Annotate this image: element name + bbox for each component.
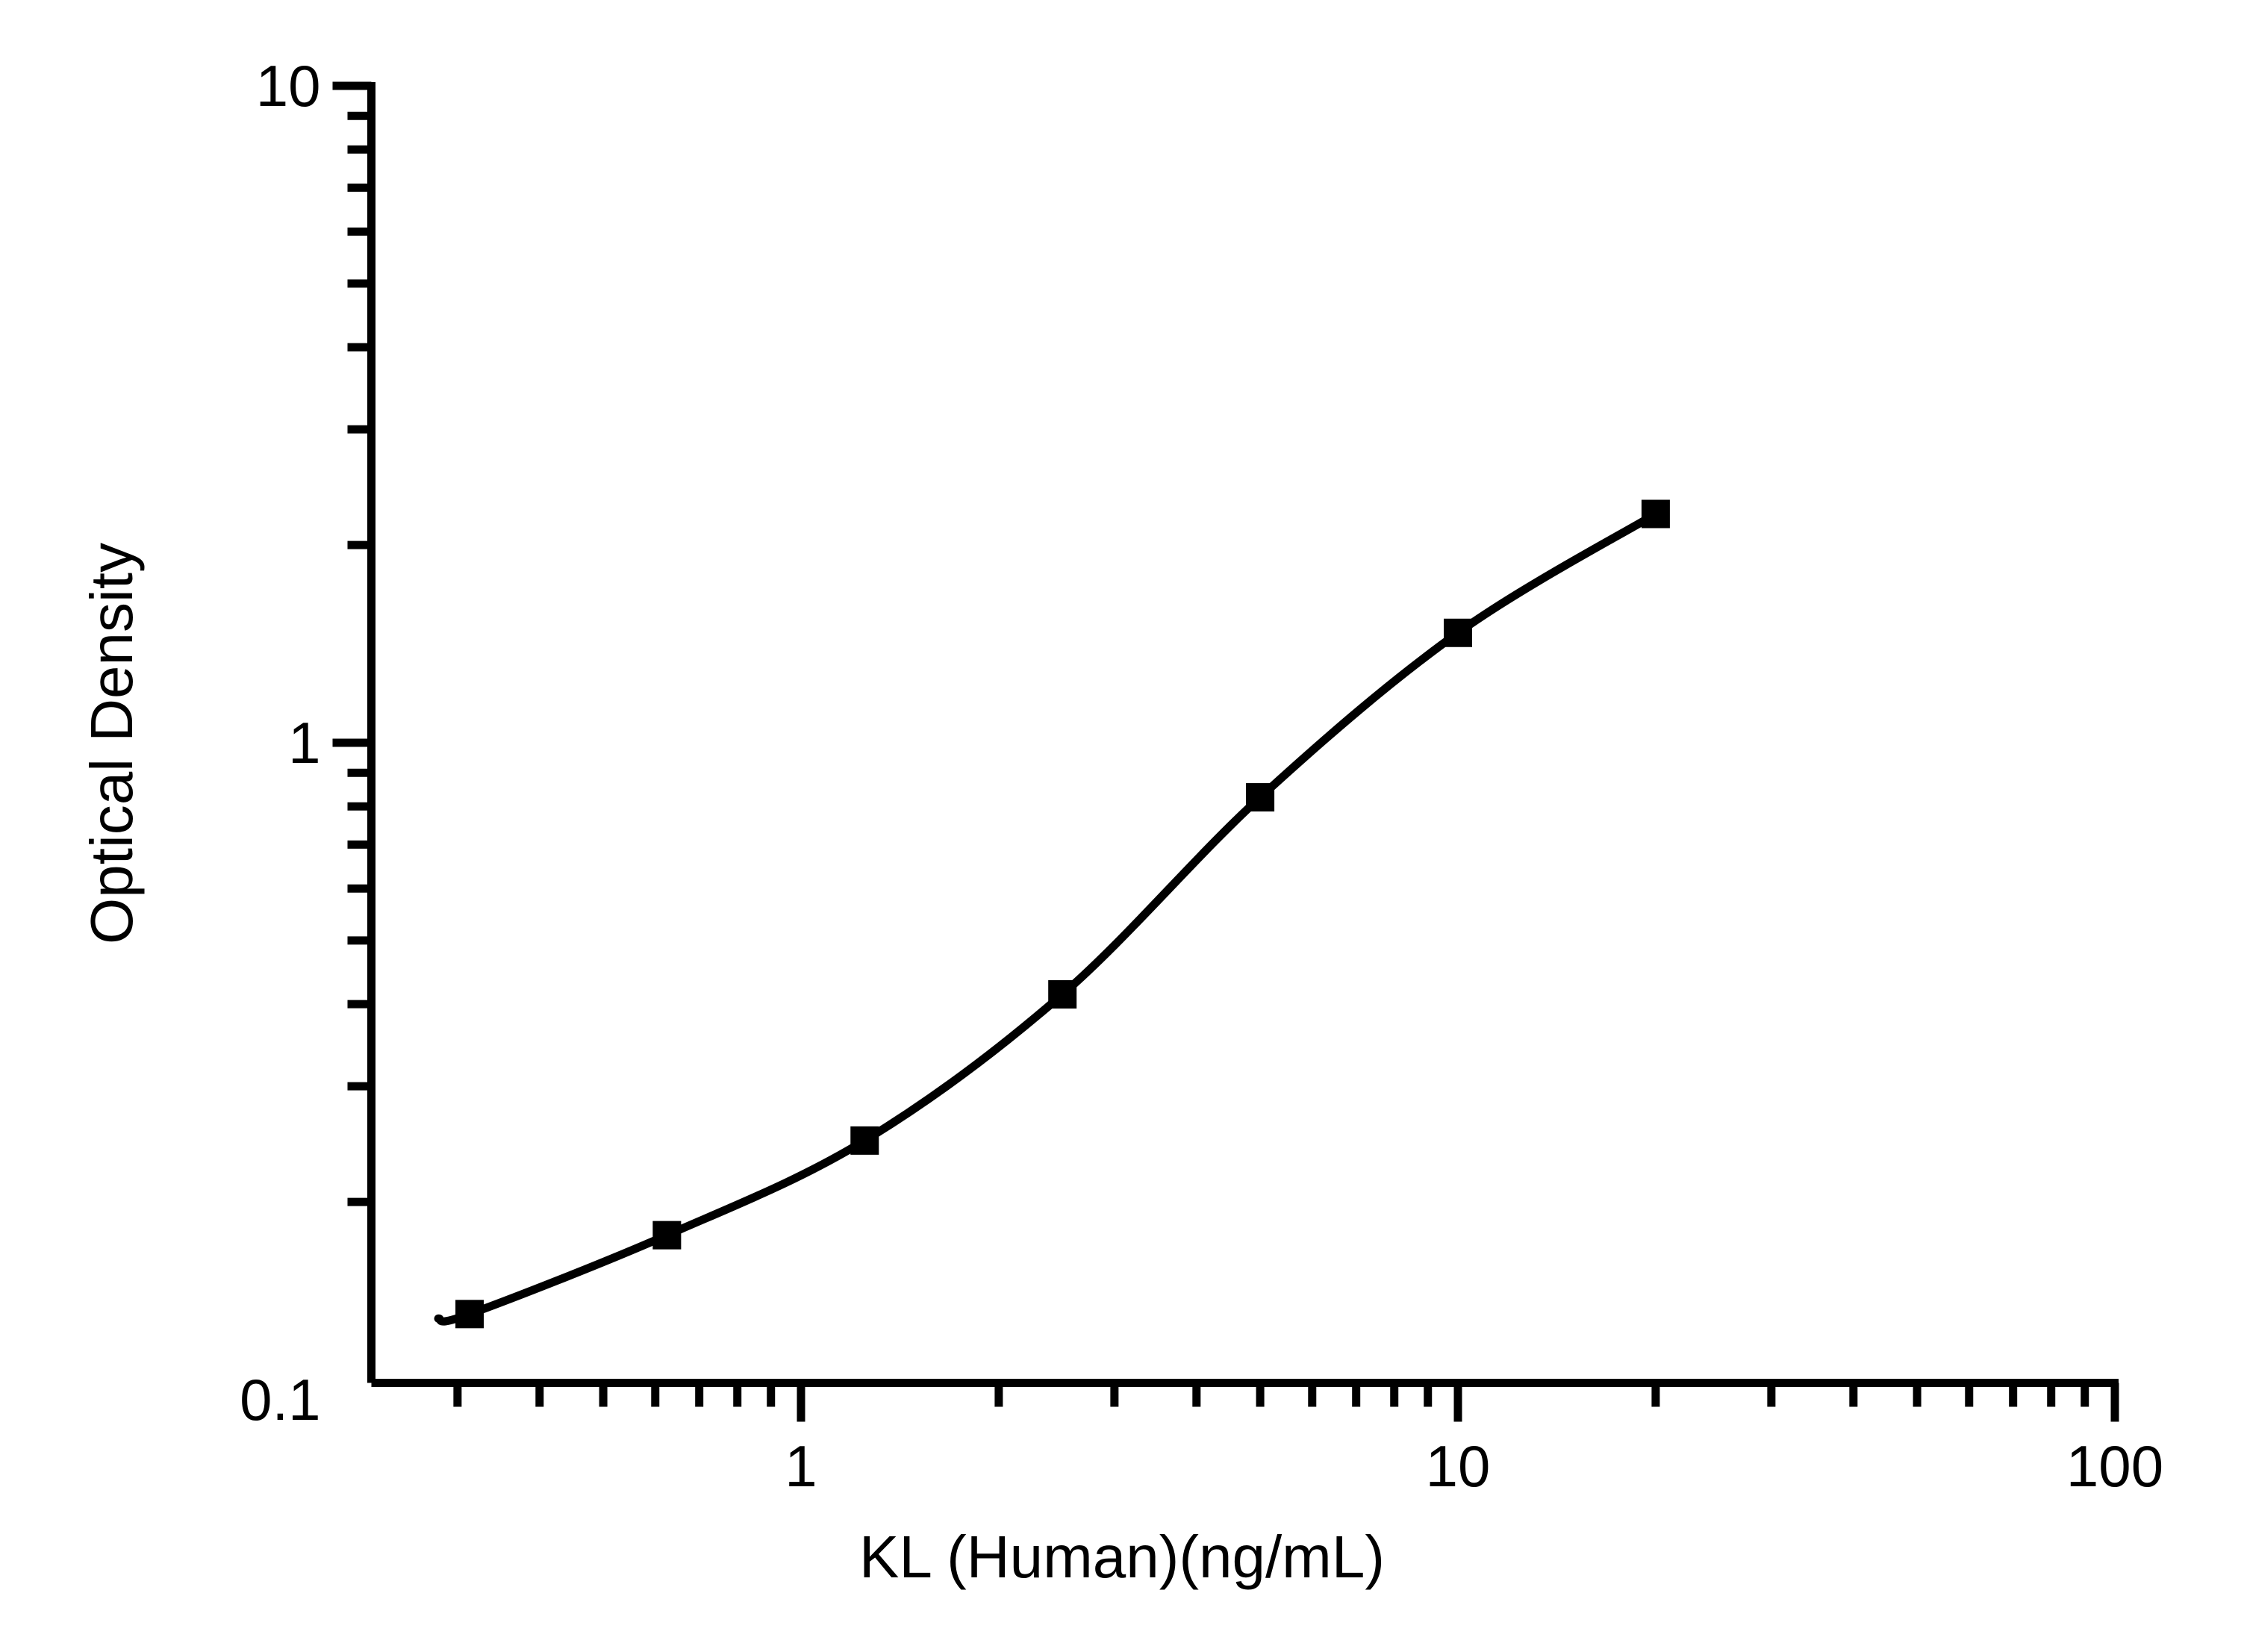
standard-curve-line — [434, 509, 1660, 1326]
x-axis-title: KL (Human)(ng/mL) — [859, 1524, 1385, 1590]
data-point-marker-6 — [1444, 618, 1472, 647]
data-point-marker-5 — [1246, 783, 1275, 812]
y-tick-label-0.1: 0.1 — [240, 1367, 321, 1433]
x-axis-ticks — [453, 1383, 2119, 1422]
y-axis-ticks — [332, 81, 372, 1206]
data-point-marker-1 — [455, 1300, 484, 1329]
y-axis-title: Optical Density — [78, 543, 145, 944]
y-tick-label-10: 10 — [255, 53, 321, 119]
data-point-marker-7 — [1641, 499, 1670, 529]
x-tick-label-1: 1 — [785, 1433, 817, 1499]
data-point-markers — [455, 499, 1670, 1329]
y-tick-label-1: 1 — [288, 710, 321, 776]
x-tick-label-10: 10 — [1425, 1433, 1491, 1499]
data-point-marker-3 — [850, 1126, 879, 1155]
axis-spines — [367, 82, 2119, 1387]
data-point-marker-2 — [652, 1221, 682, 1250]
x-tick-label-100: 100 — [2066, 1433, 2164, 1499]
data-point-marker-4 — [1048, 980, 1077, 1009]
